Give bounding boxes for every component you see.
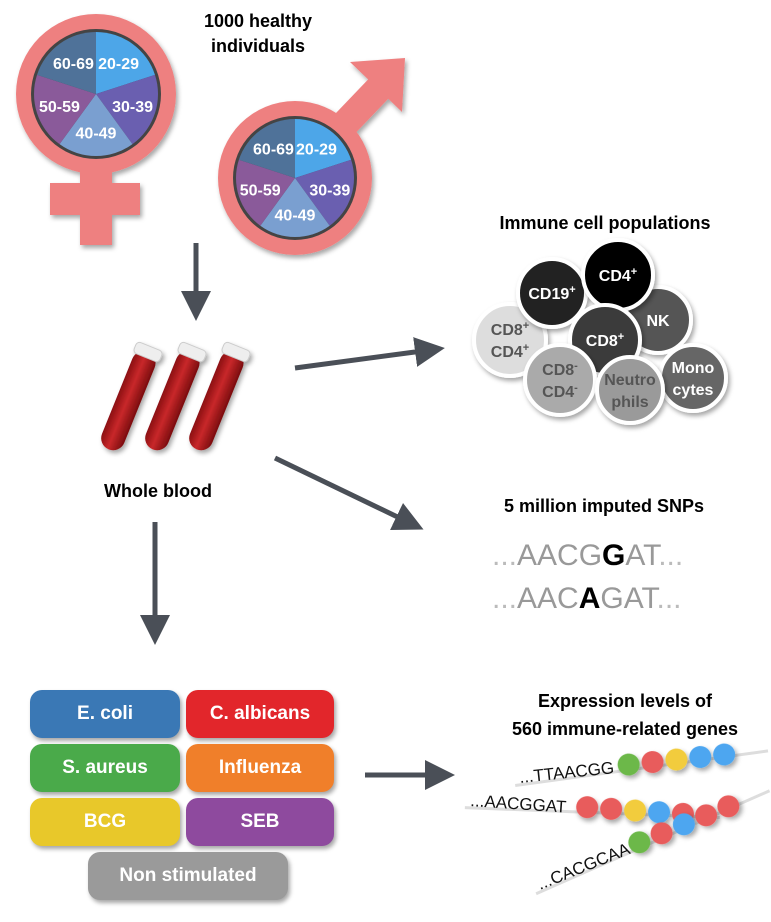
expression-bead (713, 743, 736, 766)
svg-text:Neutro: Neutro (604, 372, 656, 389)
expression-bead (650, 822, 673, 845)
snps-title: 5 million imputed SNPs (504, 496, 704, 516)
pie-slice-60-69 (238, 119, 295, 178)
expression-sequence: ...TTAACGG (515, 743, 769, 787)
pie-slice-50-59 (236, 159, 295, 226)
stimulus-influenza: Influenza (186, 744, 334, 792)
snp-sequences: ...AACGGAT... ...AACAGAT... (492, 539, 683, 615)
cell-neutrophils: Neutro phils (595, 355, 665, 425)
stimulus-seb: SEB (186, 798, 334, 846)
expression-bead (641, 751, 664, 774)
cell-monocytes: Mono cytes (658, 343, 728, 413)
expression-sequences: ...TTAACGG ...AACGGAT ...CACGCAA (464, 743, 771, 896)
svg-text:CD8+: CD8+ (491, 320, 529, 339)
expression-bead (624, 799, 647, 822)
svg-text:...AACGGAT: ...AACGGAT (470, 791, 567, 817)
svg-text:CD4+: CD4+ (599, 266, 637, 285)
svg-text:NK: NK (646, 313, 670, 330)
immune-title: Immune cell populations (499, 213, 710, 233)
age-label: 40-49 (275, 208, 316, 225)
immune-cell-cluster: CD8+ CD4+ CD19+ NK CD4+ CD8+ CD8- CD4- Mono cytes… (472, 238, 728, 425)
expression-bead (600, 797, 623, 820)
svg-text:CD8-: CD8- (542, 360, 578, 379)
svg-text:...CACGCAA: ...CACGCAA (534, 839, 633, 894)
expression-bead (672, 813, 695, 836)
stimulus-c-albicans: C. albicans (186, 690, 334, 738)
cohort-title-line2: individuals (211, 36, 305, 56)
pie-slice-40-49 (260, 178, 330, 238)
expression-title-line1: Expression levels of (538, 691, 713, 711)
svg-text:CD4-: CD4- (542, 382, 578, 401)
cell-cd4: CD4+ (581, 238, 655, 312)
svg-text:Mono: Mono (672, 360, 715, 377)
expression-bead (617, 753, 640, 776)
blood-tubes-icon (101, 341, 251, 451)
svg-text:CD8+: CD8+ (586, 331, 624, 350)
pie-slice-20-29 (295, 119, 352, 178)
svg-text:CD4+: CD4+ (491, 342, 529, 361)
age-label: 60-69 (53, 56, 94, 73)
expression-bead (695, 804, 718, 827)
expression-bead (665, 748, 688, 771)
age-label: 20-29 (98, 56, 139, 73)
stimulus-non-stimulated: Non stimulated (88, 852, 288, 900)
age-label: 30-39 (309, 182, 350, 199)
snp-sequence-2: ...AACAGAT... (492, 582, 682, 615)
stimulus-bcg: BCG (30, 798, 180, 846)
expression-bead (648, 801, 671, 824)
svg-text:phils: phils (611, 394, 648, 411)
age-label: 40-49 (76, 125, 117, 142)
pie-slice-40-49 (59, 94, 133, 157)
male-age-pie: 20-29 30-39 40-49 50-59 60-69 (233, 116, 357, 240)
pie-slice-20-29 (96, 32, 155, 94)
expression-title-line2: 560 immune-related genes (512, 719, 738, 739)
arrow-blood-to-cells (294, 337, 445, 371)
age-label: 50-59 (39, 99, 80, 116)
pie-slice-30-39 (295, 159, 354, 226)
cell-cd8cd4: CD8- CD4- (523, 343, 597, 417)
svg-text:cytes: cytes (673, 382, 714, 399)
cell-cd19: CD19+ (516, 257, 588, 329)
expression-bead (576, 796, 599, 819)
arrow-blood-to-snps (273, 455, 424, 531)
pie-slice-60-69 (37, 32, 96, 94)
svg-text:CD19+: CD19+ (528, 284, 575, 303)
pie-slice-30-39 (96, 74, 158, 145)
pie-slice-50-59 (33, 74, 96, 145)
age-label: 60-69 (253, 141, 294, 158)
stimulus-e-coli: E. coli (30, 690, 180, 738)
expression-bead (717, 795, 740, 818)
expression-bead (689, 746, 712, 769)
cohort-title-line1: 1000 healthy (204, 11, 312, 31)
svg-text:...TTAACGG: ...TTAACGG (518, 758, 615, 787)
whole-blood-label: Whole blood (104, 481, 212, 501)
age-label: 20-29 (296, 141, 337, 158)
snp-sequence-1: ...AACGGAT... (492, 539, 683, 572)
cell-cd8cd4: CD8+ CD4+ (472, 302, 548, 378)
age-label: 50-59 (240, 182, 281, 199)
age-label: 30-39 (112, 99, 153, 116)
female-age-pie: 20-29 30-39 40-49 50-59 60-69 (31, 29, 161, 159)
expression-bead (628, 831, 651, 854)
stimulus-s-aureus: S. aureus (30, 744, 180, 792)
